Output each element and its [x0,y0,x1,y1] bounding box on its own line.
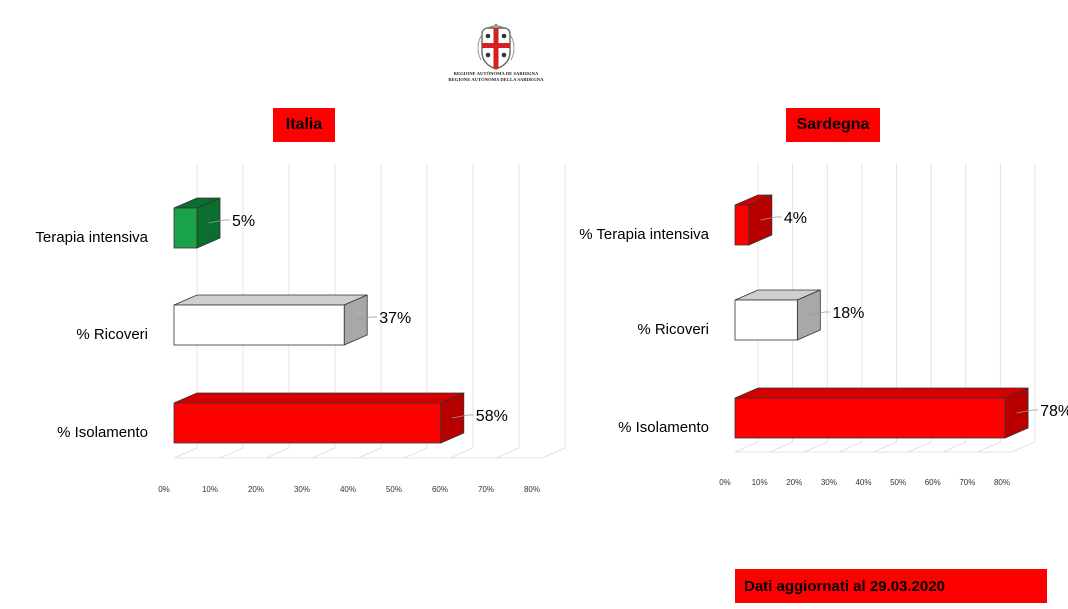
category-label: % Ricoveri [76,326,148,343]
value-label: 78% [1040,403,1068,420]
category-label: % Isolamento [57,424,148,441]
floor-grid-line [449,447,474,459]
tick-label: 60% [925,478,941,487]
update-date-text: Dati aggiornati al 29.03.2020 [744,577,945,595]
floor-grid-line [804,441,828,453]
tick-label: 0% [158,485,170,494]
bar-top [734,387,1029,399]
tick-label: 10% [752,478,768,487]
category-label: % Terapia intensiva [579,226,709,243]
floor-grid-line [495,447,520,459]
region-logo: REGIONE AUTÒNOMA DE SARDIGNA REGIONE AUT… [440,22,552,86]
tick-label: 20% [248,485,264,494]
bar [734,204,750,246]
label-leader [1016,409,1039,414]
floor-grid-line [311,447,336,459]
sardegna-chart: 0% 10% 20% 30% 40% 50% 60% 70% 80% 4% % Terapia in… [579,163,1068,487]
label-leader [452,414,474,419]
floor-grid-line [873,441,897,453]
logo-line-1: REGIONE AUTÒNOMA DE SARDIGNA [453,71,539,76]
category-label: % Isolamento [618,419,709,436]
tick-label: 10% [202,485,218,494]
crest-icon [477,23,515,70]
value-label: 18% [832,305,864,322]
tick-label: 80% [994,478,1010,487]
value-label: 58% [476,408,508,425]
tick-label: 40% [340,485,356,494]
italia-title: Italia [273,108,335,142]
label-leader [355,316,378,321]
bar [173,207,198,249]
label-leader [760,216,782,221]
sardegna-title: Sardegna [786,108,880,142]
tick-label: 70% [959,478,975,487]
floor-grid-line [734,441,759,453]
logo-line-2: REGIONE AUTONOMA DELLA SARDEGNA [448,77,544,82]
floor-grid-line [219,447,244,459]
tick-label: 0% [719,478,731,487]
update-date-note: Dati aggiornati al 29.03.2020 [735,569,1047,603]
floor-grid-line [977,441,1001,453]
tick-label: 20% [786,478,802,487]
value-label: 37% [379,310,411,327]
bar [173,402,442,444]
category-label: Terapia intensiva [35,229,148,246]
tick-label: 30% [821,478,837,487]
value-label: 5% [232,213,255,230]
floor-grid-line [265,447,290,459]
tick-label: 80% [524,485,540,494]
category-label: % Ricoveri [637,321,709,338]
floor-grid-line [769,441,793,453]
floor-grid-line [403,447,428,459]
floor-grid-line [907,441,932,453]
floor-grid-line [1011,441,1036,453]
bar [734,299,798,341]
tick-label: 40% [855,478,871,487]
bar-top [173,294,368,306]
tick-label: 50% [890,478,906,487]
floor-grid-line [838,441,863,453]
value-label: 4% [784,210,807,227]
tick-label: 60% [432,485,448,494]
floor-grid-line [357,447,382,459]
floor-grid-line [173,447,198,459]
floor-grid-line [541,447,566,459]
italia-chart: 0% 10% 20% 30% 40% 50% 60% 70% 80% 5% Terapia inte… [35,163,566,494]
bar [173,304,345,346]
bar-top [173,392,464,404]
floor-grid-line [942,441,966,453]
tick-label: 30% [294,485,310,494]
tick-label: 70% [478,485,494,494]
label-leader [208,219,230,224]
tick-label: 50% [386,485,402,494]
bar [734,397,1006,439]
label-leader [808,311,831,316]
